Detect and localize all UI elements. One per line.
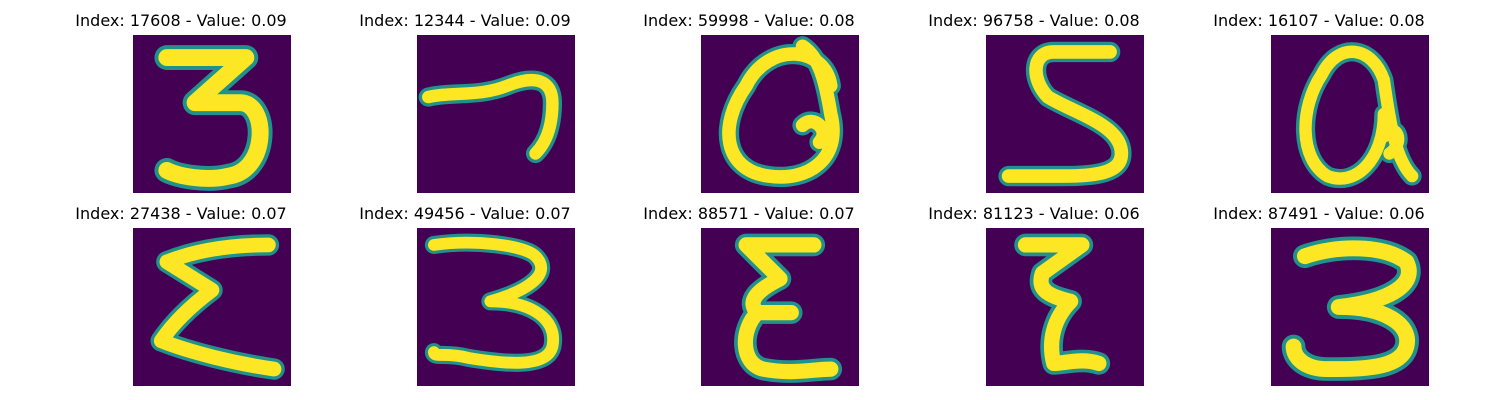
digit-image (1271, 228, 1429, 386)
panel-1: Index: 17608 - Value: 0.09 (31, 0, 331, 193)
panel-title: Index: 96758 - Value: 0.08 (928, 11, 1140, 30)
digit-image (133, 228, 291, 386)
panel-title: Index: 16107 - Value: 0.08 (1213, 11, 1425, 30)
panel-2: Index: 12344 - Value: 0.09 (315, 0, 615, 193)
digit-image (701, 228, 859, 386)
panel-8: Index: 88571 - Value: 0.07 (599, 193, 899, 386)
panel-4: Index: 96758 - Value: 0.08 (884, 0, 1184, 193)
panel-title: Index: 88571 - Value: 0.07 (643, 204, 855, 223)
panel-title: Index: 87491 - Value: 0.06 (1213, 204, 1425, 223)
panel-title: Index: 27438 - Value: 0.07 (75, 204, 287, 223)
panel-3: Index: 59998 - Value: 0.08 (599, 0, 899, 193)
panel-10: Index: 87491 - Value: 0.06 (1169, 193, 1469, 386)
digit-image (133, 35, 291, 193)
panel-5: Index: 16107 - Value: 0.08 (1169, 0, 1469, 193)
digit-image (417, 228, 575, 386)
digit-image (701, 35, 859, 193)
panel-9: Index: 81123 - Value: 0.06 (884, 193, 1184, 386)
digit-image (1271, 35, 1429, 193)
panel-7: Index: 49456 - Value: 0.07 (315, 193, 615, 386)
panel-title: Index: 12344 - Value: 0.09 (359, 11, 571, 30)
panel-title: Index: 17608 - Value: 0.09 (75, 11, 287, 30)
digit-image (986, 35, 1144, 193)
digit-image (417, 35, 575, 193)
digit-image (986, 228, 1144, 386)
panel-6: Index: 27438 - Value: 0.07 (31, 193, 331, 386)
panel-title: Index: 81123 - Value: 0.06 (928, 204, 1140, 223)
panel-title: Index: 59998 - Value: 0.08 (643, 11, 855, 30)
panel-title: Index: 49456 - Value: 0.07 (359, 204, 571, 223)
